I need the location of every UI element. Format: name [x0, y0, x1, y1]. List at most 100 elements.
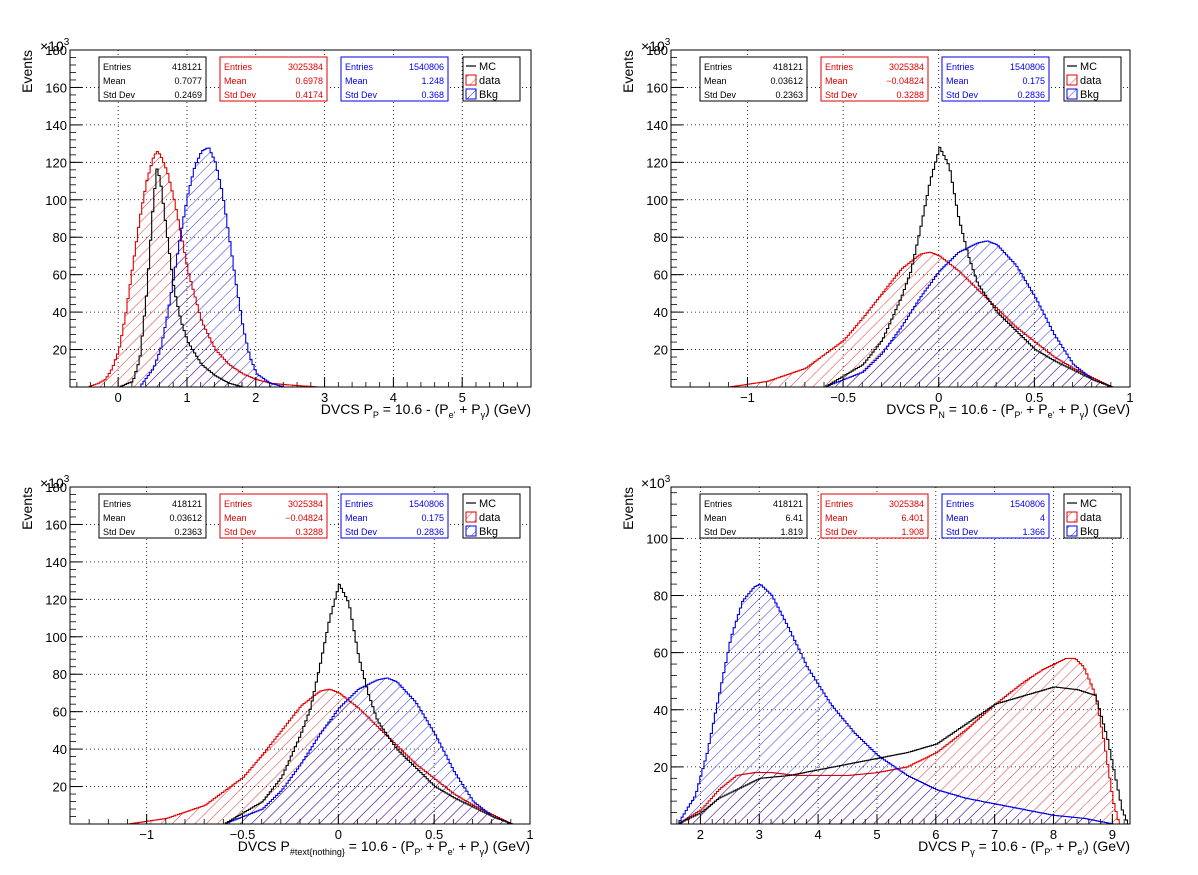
x-axis-title-segment: + P — [1022, 401, 1047, 417]
stats-key: Std Dev — [946, 90, 979, 100]
y-tick-label: 80 — [53, 667, 67, 682]
stats-value: 1540806 — [409, 499, 444, 509]
stats-box-data: Entries 3025384 Mean 6.401 Std Dev 1.908 — [820, 493, 929, 539]
y-tick-label: 60 — [53, 268, 67, 283]
stats-value: 0.175 — [421, 513, 444, 523]
legend-label: data — [479, 512, 501, 524]
y-tick-label: 140 — [45, 555, 67, 570]
y-axis-label: Events — [19, 487, 35, 530]
stats-value: 3025384 — [889, 499, 924, 509]
legend-label: data — [479, 75, 501, 87]
legend-swatch-bkg — [465, 88, 477, 100]
histogram-mc — [824, 146, 1113, 388]
x-tick-label: 2 — [252, 390, 259, 405]
x-axis-title-subscript: e' — [448, 847, 455, 857]
x-axis-title-subscript: γ — [480, 847, 485, 857]
stats-key: Entries — [345, 499, 374, 509]
legend-label: data — [1080, 75, 1102, 87]
x-axis-title-segment: DVCS P — [238, 838, 290, 854]
x-tick-label: 0 — [115, 390, 122, 405]
stats-value: 6.41 — [785, 513, 803, 523]
stats-value: 0.2836 — [1017, 90, 1045, 100]
x-tick-label: 7 — [991, 827, 998, 842]
stats-key: Mean — [704, 513, 727, 523]
stats-value: 0.03612 — [770, 76, 803, 86]
y-tick-label: 80 — [53, 230, 67, 245]
legend-label: Bkg — [479, 89, 498, 101]
stats-key: Mean — [224, 513, 247, 523]
x-axis-title-subscript: P' — [415, 847, 423, 857]
stats-key: Std Dev — [825, 90, 858, 100]
stats-key: Entries — [224, 62, 253, 72]
x-tick-label: 4 — [390, 390, 397, 405]
x-axis-title: DVCS P#text{nothing} = 10.6 - (PP' + Pe'… — [238, 838, 530, 857]
stats-value: 1540806 — [1010, 62, 1045, 72]
x-axis-title-segment: + P — [422, 838, 447, 854]
y-tick-label: 80 — [654, 230, 668, 245]
stats-key: Mean — [946, 76, 969, 86]
x-axis-title-subscript: e' — [1048, 410, 1055, 420]
x-tick-label: −1 — [139, 827, 154, 842]
x-tick-label: −0.5 — [830, 390, 856, 405]
y-tick-label: 60 — [654, 646, 668, 661]
x-axis-title-subscript: #text{nothing} — [290, 847, 345, 857]
x-tick-label: 9 — [1109, 827, 1116, 842]
x-axis-title-segment: = 10.6 - (P — [379, 401, 449, 417]
x-axis-title-segment: DVCS P — [886, 401, 938, 417]
legend: MC data Bkg — [462, 56, 521, 102]
stats-value: 0.7077 — [174, 76, 202, 86]
stats-box-border — [340, 493, 449, 539]
y-tick-label: 100 — [45, 193, 67, 208]
legend-swatch-data — [1066, 74, 1078, 86]
stats-key: Entries — [103, 499, 132, 509]
legend-label: Bkg — [1080, 89, 1099, 101]
stats-value: 0.6978 — [295, 76, 323, 86]
stats-key: Std Dev — [704, 527, 737, 537]
y-tick-label: 160 — [45, 517, 67, 532]
stats-key: Std Dev — [825, 527, 858, 537]
x-axis-title-segment: ) (GeV) — [485, 401, 531, 417]
x-tick-label: 3 — [756, 827, 763, 842]
legend-swatch-data — [465, 74, 477, 86]
x-axis-title-segment: DVCS P — [321, 401, 373, 417]
x-axis-title-subscript: N — [938, 410, 945, 420]
y-tick-label: 100 — [646, 531, 668, 546]
stats-value: 0.2469 — [174, 90, 202, 100]
x-axis-title-subscript: e' — [1077, 847, 1084, 857]
stats-box-border — [941, 493, 1050, 539]
stats-key: Entries — [825, 499, 854, 509]
x-axis-title-segment: + P — [455, 401, 480, 417]
y-tick-label: 20 — [654, 760, 668, 775]
y-axis-exponent-power: 3 — [64, 474, 70, 485]
stats-key: Std Dev — [224, 527, 257, 537]
stats-key: Entries — [946, 62, 975, 72]
x-tick-label: 0 — [335, 827, 342, 842]
stats-value: 1540806 — [1010, 499, 1045, 509]
stats-value: 6.401 — [901, 513, 924, 523]
x-axis-title: DVCS Pγ = 10.6 - (PP' + Pe') (GeV) — [918, 838, 1130, 857]
stats-value: 1.908 — [901, 527, 924, 537]
stats-key: Entries — [946, 499, 975, 509]
y-axis-exponent-power: 3 — [665, 474, 671, 485]
histogram-mc — [118, 168, 245, 388]
y-axis-exponent: ×103 — [641, 474, 671, 491]
y-axis-label: Events — [19, 50, 35, 93]
legend-swatch-data — [465, 511, 477, 523]
stats-box-data: Entries 3025384 Mean −0.04824 Std Dev 0.3288 — [820, 56, 929, 102]
y-tick-label: 120 — [45, 592, 67, 607]
stats-value: −0.04824 — [886, 76, 924, 86]
y-axis-exponent-power: 3 — [665, 37, 671, 48]
legend: MC data Bkg — [462, 493, 521, 539]
x-axis-title-segment: + P — [1052, 838, 1077, 854]
x-tick-label: −0.5 — [230, 827, 256, 842]
y-axis-exponent: ×103 — [641, 37, 671, 54]
x-tick-label: −1 — [740, 390, 755, 405]
stats-key: Std Dev — [345, 90, 378, 100]
stats-key: Entries — [704, 499, 733, 509]
x-axis-title-segment: + P — [454, 838, 479, 854]
x-axis-title-subscript: e' — [449, 410, 456, 420]
stats-value: 1.819 — [780, 527, 803, 537]
stats-value: 418121 — [773, 499, 803, 509]
